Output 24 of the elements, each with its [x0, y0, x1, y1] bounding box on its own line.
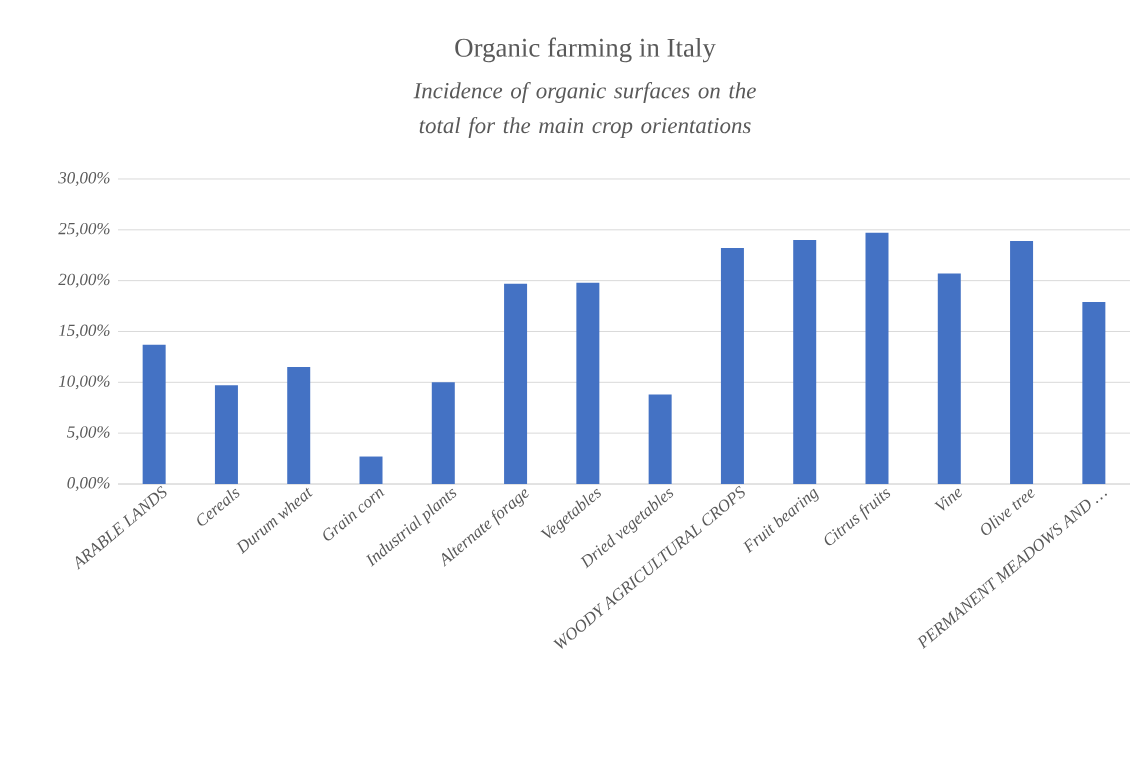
bar: [648, 394, 672, 484]
bar: [142, 344, 166, 484]
bar: [214, 385, 238, 484]
bar: [1010, 241, 1034, 484]
bar: [865, 232, 889, 484]
y-tick-label: 20,00%: [58, 273, 110, 288]
y-tick-label: 25,00%: [58, 222, 110, 237]
y-tick-label: 10,00%: [58, 375, 110, 390]
chart-title: Organic farming in Italy: [455, 37, 716, 63]
bar: [793, 239, 817, 484]
bar: [1082, 302, 1106, 484]
bar: [576, 282, 600, 484]
bar: [431, 382, 455, 484]
bar: [504, 283, 528, 484]
y-tick-label: 30,00%: [58, 172, 110, 186]
y-tick-label: 15,00%: [58, 324, 110, 339]
bar: [937, 273, 961, 484]
y-tick-label: 0,00%: [67, 477, 110, 491]
bar: [287, 367, 311, 484]
bar: [720, 248, 744, 484]
chart-subtitle: Incidence of organic surfaces on the total for the main crop orientations: [413, 82, 756, 138]
bar: [359, 456, 383, 484]
y-tick-label: 5,00%: [67, 426, 110, 441]
x-tick-label: Vine: [934, 488, 962, 511]
